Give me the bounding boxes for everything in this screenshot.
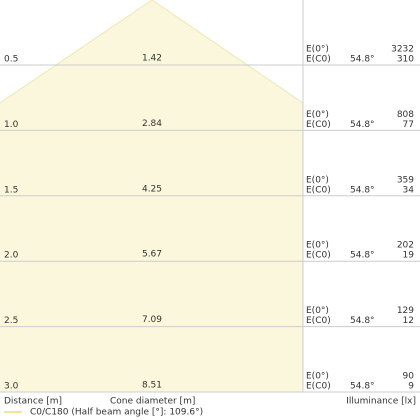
e0-value: 129 (397, 306, 414, 316)
distance: 1.0 (4, 120, 19, 130)
ec0-label: E(C0) (306, 185, 331, 195)
angle: 54.8° (350, 251, 375, 261)
angle: 54.8° (350, 185, 375, 195)
ec0-value: 34 (403, 185, 415, 195)
diameter: 5.67 (142, 250, 162, 260)
e0-value: 359 (397, 175, 414, 185)
e0-label: E(0°) (306, 110, 329, 120)
diameter: 1.42 (142, 54, 162, 64)
ec0-label: E(C0) (306, 55, 331, 65)
ec0-value: 77 (403, 120, 414, 130)
distance: 0.5 (4, 55, 18, 65)
ec0-value: 9 (408, 382, 414, 392)
diameter: 2.84 (142, 119, 162, 129)
angle: 54.8° (350, 316, 375, 326)
distance: 1.5 (4, 185, 18, 195)
e0-label: E(0°) (306, 175, 329, 185)
distance-label: Distance [m] (4, 397, 62, 407)
e0-value: 808 (397, 110, 414, 120)
ec0-value: 310 (397, 55, 414, 65)
cone-edge (0, 0, 304, 104)
diameter: 7.09 (142, 315, 162, 325)
ec0-label: E(C0) (306, 251, 331, 261)
angle: 54.8° (350, 55, 375, 65)
ec0-value: 19 (403, 251, 415, 261)
e0-label: E(0°) (306, 241, 329, 251)
e0-value: 90 (403, 372, 415, 382)
e0-value: 3232 (391, 45, 414, 55)
e0-value: 202 (397, 241, 414, 251)
diameter: 4.25 (142, 184, 162, 194)
ec0-label: E(C0) (306, 382, 331, 392)
diameter: 8.51 (142, 381, 162, 391)
e0-label: E(0°) (306, 372, 329, 382)
illuminance-label: Illuminance [lx] (346, 397, 416, 407)
e0-label: E(0°) (306, 306, 329, 316)
ec0-value: 12 (403, 316, 414, 326)
distance: 2.0 (4, 251, 19, 261)
distance: 2.5 (4, 316, 18, 326)
distance: 3.0 (4, 382, 19, 392)
ec0-label: E(C0) (306, 316, 331, 326)
diameter-label: Cone diameter [m] (110, 397, 195, 407)
e0-label: E(0°) (306, 45, 329, 55)
legend-label: C0/C180 (Half beam angle [°]: 109.6°) (30, 408, 203, 418)
ec0-label: E(C0) (306, 120, 331, 130)
angle: 54.8° (350, 120, 375, 130)
angle: 54.8° (350, 382, 375, 392)
